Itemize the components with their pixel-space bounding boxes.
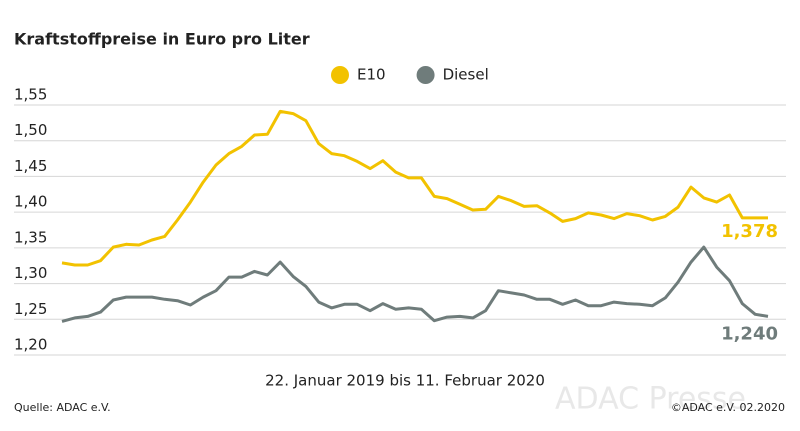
y-tick-label: 1,45 [14,157,47,175]
y-tick-label: 1,55 [14,86,47,104]
watermark: ADAC Presse [555,382,746,417]
value-label: 1,240 [721,323,778,344]
legend-marker [331,66,349,84]
x-axis-label: 22. Januar 2019 bis 11. Februar 2020 [265,372,545,390]
legend-label: Diesel [443,66,489,84]
y-tick-label: 1,25 [14,300,47,318]
y-tick-label: 1,50 [14,121,47,139]
legend-marker [416,66,435,84]
line-series [61,245,769,323]
y-tick-label: 1,40 [14,193,47,211]
y-tick-label: 1,35 [14,228,47,246]
copyright: ©ADAC e.V. 02.2020 [671,401,785,414]
line-series [61,109,768,267]
value-label: 1,378 [721,221,778,242]
y-tick-label: 1,30 [14,264,47,282]
chart-title: Kraftstoffpreise in Euro pro Liter [14,30,310,49]
source: Quelle: ADAC e.V. [14,401,111,414]
legend-label: E10 [357,66,386,84]
y-tick-label: 1,20 [14,336,47,354]
